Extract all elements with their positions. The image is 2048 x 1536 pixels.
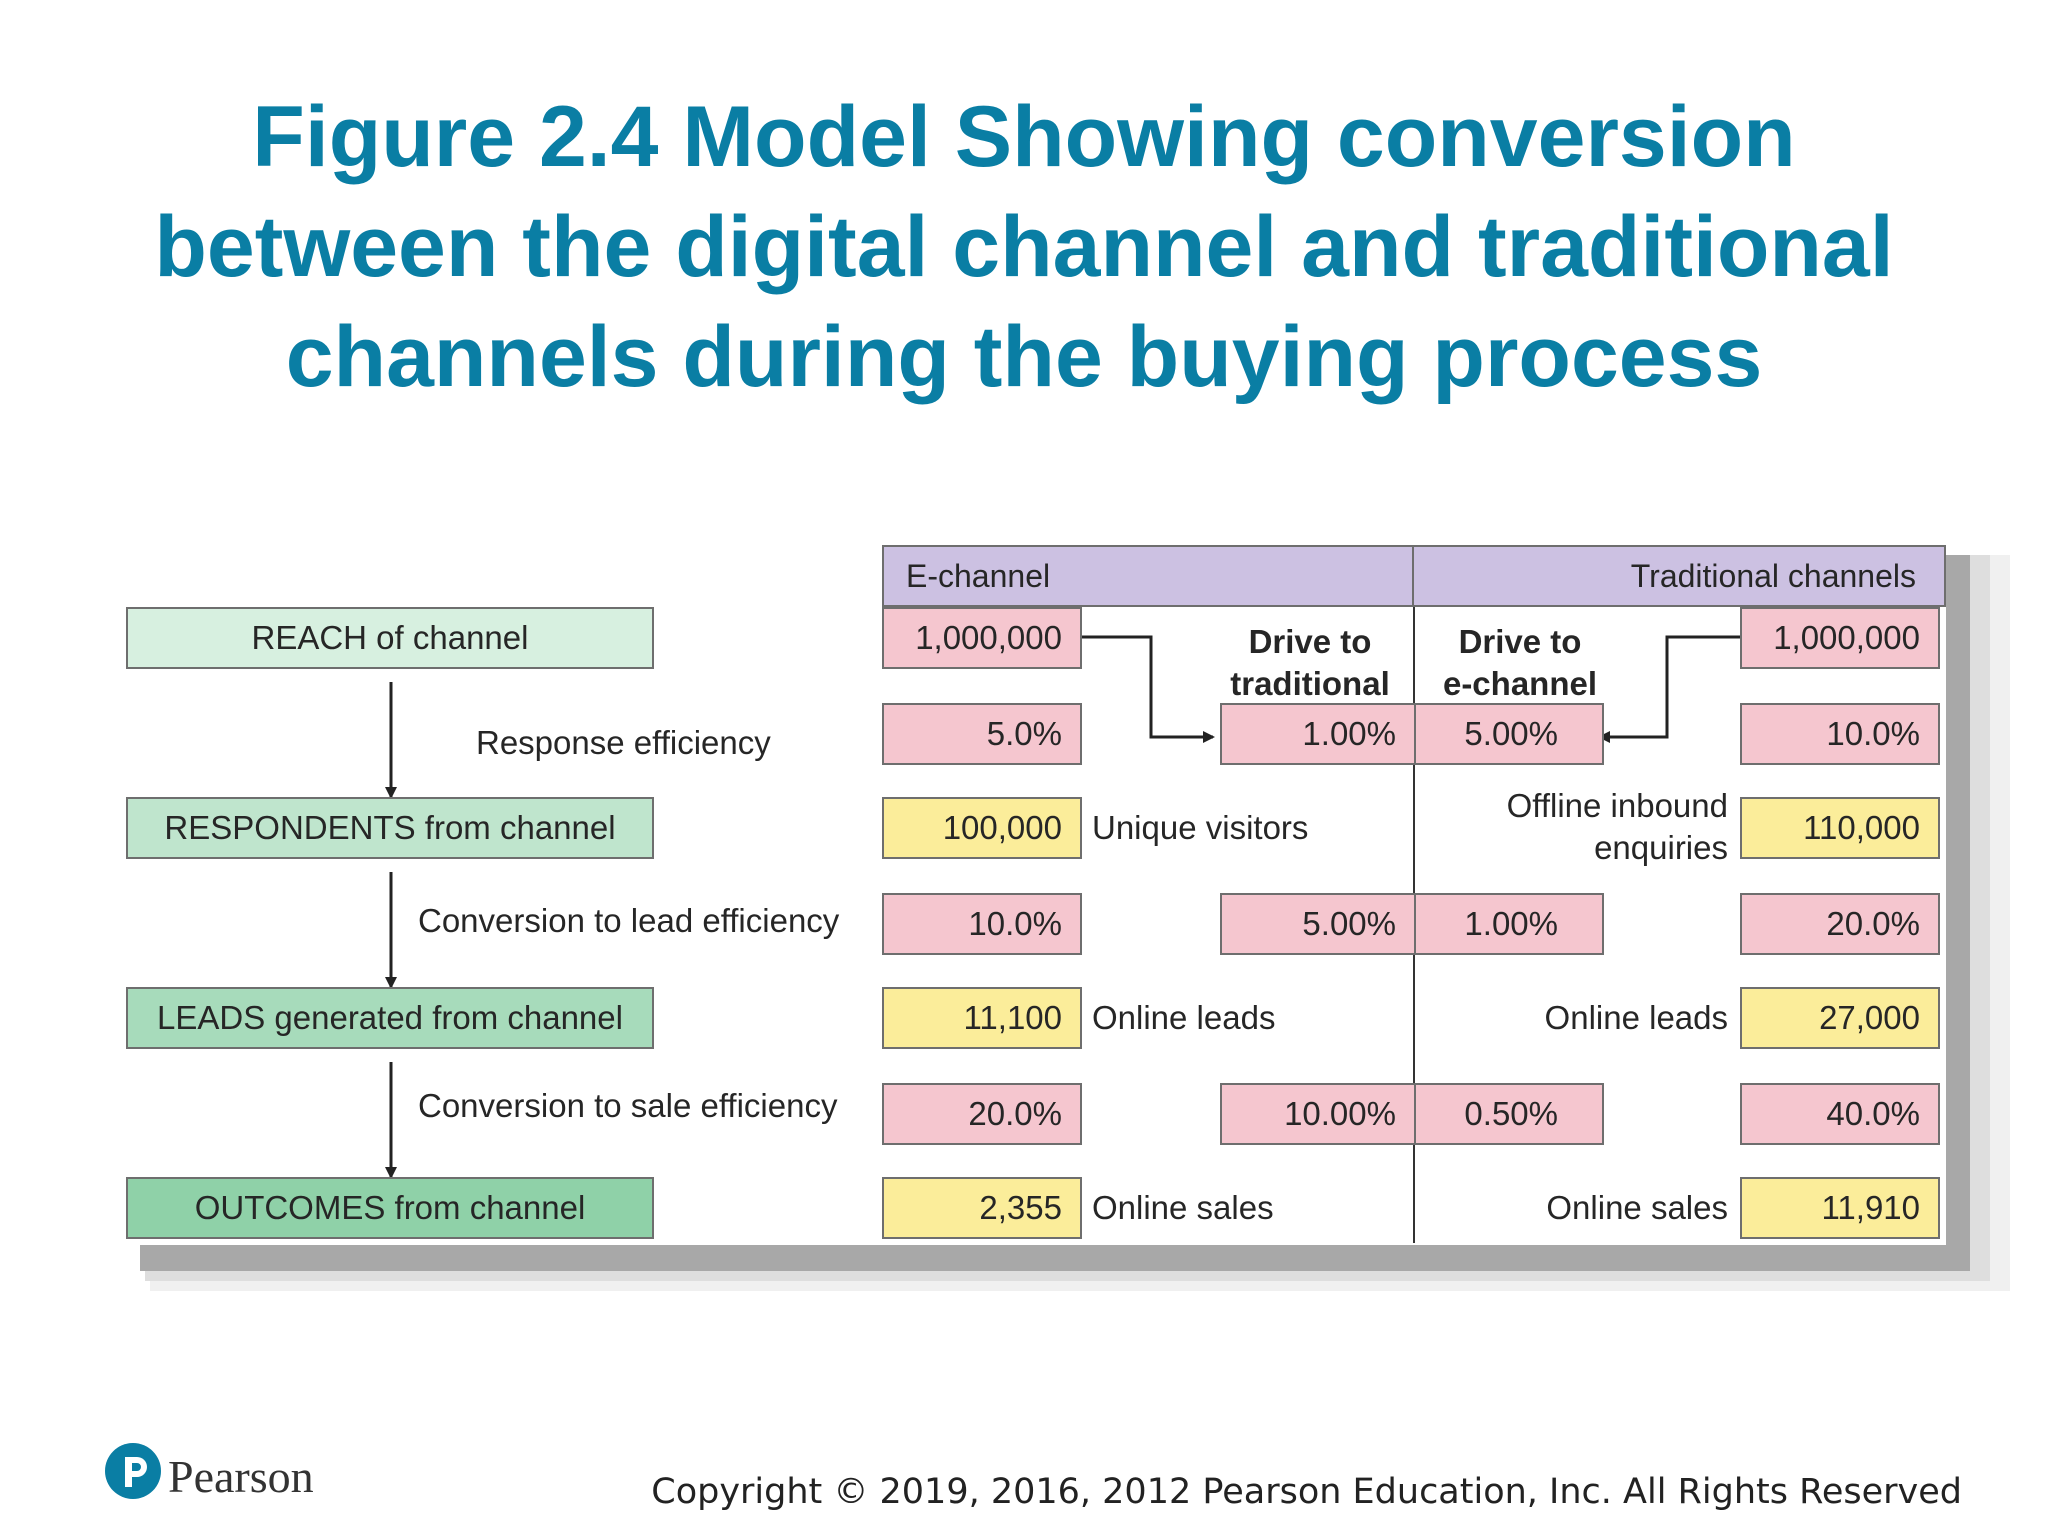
e-online-sales-label: Online sales: [1092, 1189, 1274, 1226]
conversion-model-figure: E-channel Traditional channels REACH of …: [126, 545, 1946, 1245]
e-channel-leads: 11,100: [882, 987, 1082, 1049]
traditional-lead-efficiency-value: 20.0%: [1826, 905, 1920, 942]
e-channel-leads-value: 11,100: [963, 999, 1062, 1036]
cross-to-traditional-lead: 5.00%: [1220, 893, 1416, 955]
cross-to-traditional-lead-value: 5.00%: [1302, 905, 1396, 942]
cross-to-traditional-sale: 10.00%: [1220, 1083, 1416, 1145]
e-channel-sale-efficiency: 20.0%: [882, 1083, 1082, 1145]
e-channel-header-label: E-channel: [906, 557, 1051, 594]
stage-outcomes: OUTCOMES from channel: [126, 1177, 654, 1239]
stage-reach-label: REACH of channel: [251, 619, 529, 656]
traditional-response-efficiency-value: 10.0%: [1826, 715, 1920, 752]
slide-title-line-1: Figure 2.4 Model Showing conversion: [252, 89, 1796, 185]
slide-title-line-3: channels during the buying process: [285, 309, 1763, 405]
traditional-respondents: 110,000: [1740, 797, 1940, 859]
slide-title: Figure 2.4 Model Showing conversion betw…: [0, 82, 2048, 412]
traditional-outcomes-value: 11,910: [1821, 1189, 1920, 1226]
e-channel-response-efficiency: 5.0%: [882, 703, 1082, 765]
traditional-channels-header-label: Traditional channels: [1630, 557, 1916, 594]
e-channel-lead-efficiency: 10.0%: [882, 893, 1082, 955]
traditional-outcomes: 11,910: [1740, 1177, 1940, 1239]
cross-to-echannel-sale: 0.50%: [1414, 1083, 1604, 1145]
e-channel-lead-efficiency-value: 10.0%: [968, 905, 1062, 942]
cross-to-echannel-response: 5.00%: [1414, 703, 1604, 765]
drive-to-traditional-label: Drive to traditional: [1210, 621, 1410, 705]
e-channel-respondents: 100,000: [882, 797, 1082, 859]
offline-inbound-line-1: Offline inbound: [1506, 787, 1728, 824]
e-channel-outcomes-value: 2,355: [979, 1189, 1062, 1226]
traditional-respondents-value: 110,000: [1803, 809, 1920, 846]
cross-to-traditional-sale-value: 10.00%: [1284, 1095, 1396, 1132]
offline-inbound-enquiries-label: Offline inbound enquiries: [1426, 785, 1728, 869]
cross-to-traditional-response-value: 1.00%: [1302, 715, 1396, 752]
traditional-sale-efficiency: 40.0%: [1740, 1083, 1940, 1145]
traditional-sale-efficiency-value: 40.0%: [1826, 1095, 1920, 1132]
drive-to-echannel-label: Drive to e-channel: [1420, 621, 1620, 705]
traditional-reach-value: 1,000,000: [1773, 619, 1920, 656]
response-efficiency-label: Response efficiency: [476, 724, 771, 761]
e-channel-header: E-channel: [882, 545, 1416, 607]
cross-to-echannel-lead-value: 1.00%: [1464, 905, 1558, 942]
slide-title-line-2: between the digital channel and traditio…: [154, 199, 1894, 295]
lead-efficiency-label: Conversion to lead efficiency: [418, 902, 840, 939]
e-channel-sale-efficiency-value: 20.0%: [968, 1095, 1062, 1132]
cross-to-echannel-lead: 1.00%: [1414, 893, 1604, 955]
cross-to-echannel-response-value: 5.00%: [1464, 715, 1558, 752]
stage-reach: REACH of channel: [126, 607, 654, 669]
drive-to-echannel-line-2: e-channel: [1442, 665, 1598, 702]
traditional-channels-header: Traditional channels: [1412, 545, 1946, 607]
drive-to-traditional-line-1: Drive to: [1248, 623, 1372, 660]
e-channel-respondents-value: 100,000: [942, 809, 1062, 846]
stage-leads-label: LEADS generated from channel: [157, 999, 623, 1036]
e-channel-response-efficiency-value: 5.0%: [986, 715, 1062, 752]
drive-to-traditional-arrow: [1081, 635, 1215, 743]
traditional-leads-value: 27,000: [1819, 999, 1920, 1036]
traditional-leads: 27,000: [1740, 987, 1940, 1049]
pearson-logo-icon: [105, 1443, 161, 1499]
pearson-logo-text: Pearson: [168, 1451, 314, 1502]
cross-to-echannel-sale-value: 0.50%: [1464, 1095, 1558, 1132]
t-online-sales-label: Online sales: [1546, 1189, 1728, 1226]
drive-to-echannel-line-1: Drive to: [1458, 623, 1582, 660]
stage-outcomes-label: OUTCOMES from channel: [194, 1189, 586, 1226]
drive-to-echannel-arrow: [1598, 635, 1740, 743]
sale-efficiency-label: Conversion to sale efficiency: [418, 1087, 838, 1124]
t-online-leads-label: Online leads: [1544, 999, 1728, 1036]
stage-leads: LEADS generated from channel: [126, 987, 654, 1049]
e-channel-reach-value: 1,000,000: [915, 619, 1062, 656]
drive-to-traditional-line-2: traditional: [1230, 665, 1390, 702]
e-channel-reach: 1,000,000: [882, 607, 1082, 669]
stage-respondents: RESPONDENTS from channel: [126, 797, 654, 859]
traditional-reach: 1,000,000: [1740, 607, 1940, 669]
traditional-response-efficiency: 10.0%: [1740, 703, 1940, 765]
cross-to-traditional-response: 1.00%: [1220, 703, 1416, 765]
stage-respondents-label: RESPONDENTS from channel: [164, 809, 616, 846]
e-channel-outcomes: 2,355: [882, 1177, 1082, 1239]
e-online-leads-label: Online leads: [1092, 999, 1276, 1036]
unique-visitors-label: Unique visitors: [1092, 809, 1309, 846]
traditional-lead-efficiency: 20.0%: [1740, 893, 1940, 955]
copyright-notice: Copyright © 2019, 2016, 2012 Pearson Edu…: [651, 1472, 1962, 1512]
offline-inbound-line-2: enquiries: [1594, 829, 1728, 866]
